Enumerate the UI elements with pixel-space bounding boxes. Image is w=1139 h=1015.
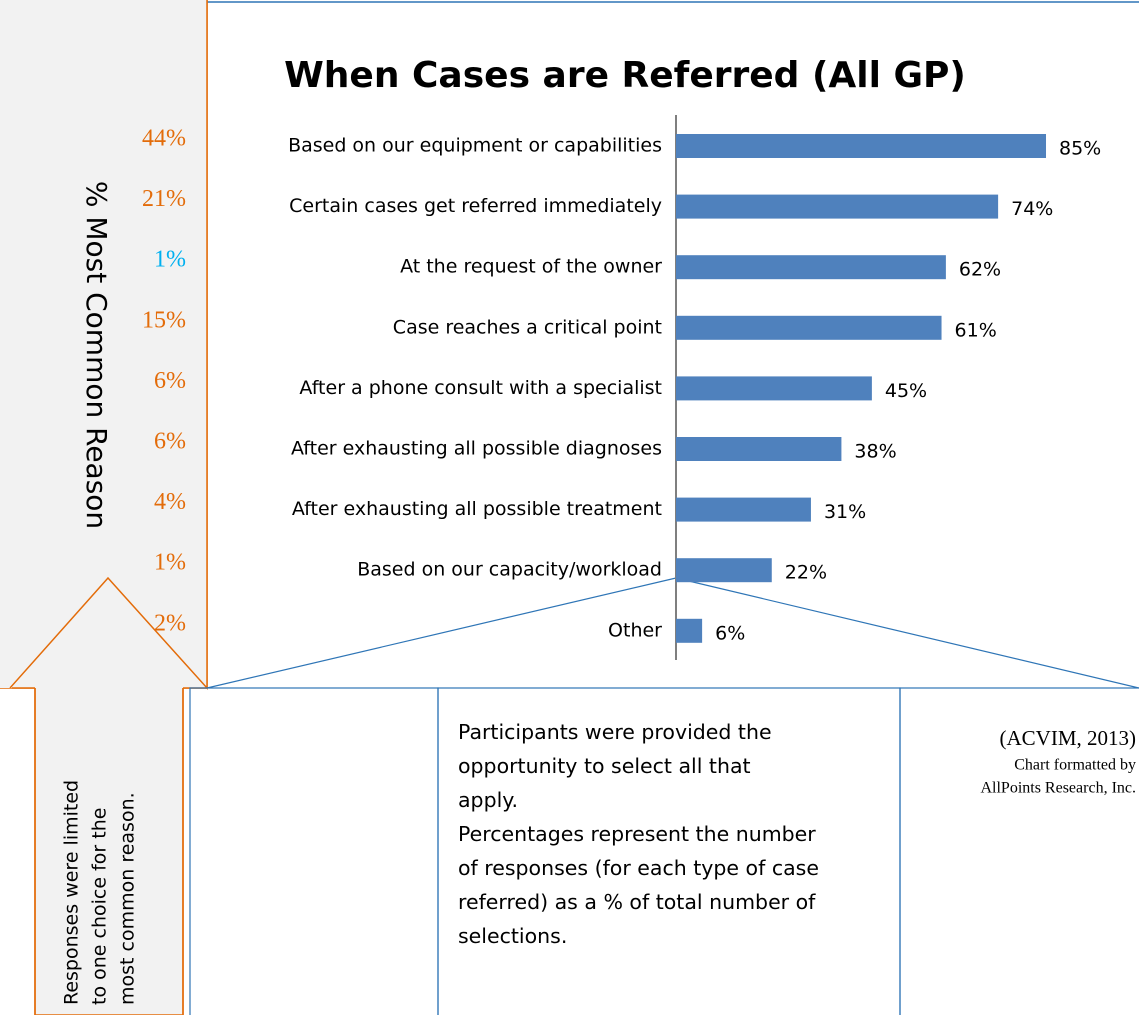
category-label: Certain cases get referred immediately [289,195,662,217]
reason-share: 2% [154,610,186,636]
value-label: 6% [715,622,745,644]
bar [676,194,999,219]
bar [676,255,946,280]
category-label: Based on our equipment or capabilities [288,135,662,157]
source-line: (ACVIM, 2013) [1000,726,1137,750]
note-line: opportunity to select all that [458,754,751,778]
bar [676,437,842,461]
category-label: Other [608,619,662,641]
value-label: 62% [959,259,1001,281]
bar [676,497,811,522]
chart-title: When Cases are Referred (All GP) [284,55,966,96]
note-line: referred) as a % of total number of [458,890,816,914]
callout-box [189,687,439,1015]
category-label: After a phone consult with a specialist [299,377,662,399]
category-label: Based on our capacity/workload [357,559,662,581]
reason-share: 1% [154,247,186,273]
reason-share: 6% [154,368,186,394]
category-label: After exhausting all possible diagnoses [291,438,662,460]
value-label: 74% [1011,198,1053,220]
value-label: 38% [854,441,896,463]
value-label: 85% [1059,138,1101,160]
value-label: 22% [785,562,827,584]
note-line: Participants were provided the [458,720,772,744]
category-label: At the request of the owner [400,256,662,278]
category-label: Case reaches a critical point [393,316,662,338]
arrow-head [12,580,205,687]
callout-lines [206,577,1139,689]
source-line: Chart formatted by [1014,757,1136,774]
arrow-note: most common reason. [117,792,139,1005]
arrow-outline [9,0,208,1015]
bar [676,315,942,340]
reason-share: 1% [154,550,186,576]
source-box [899,687,1139,1015]
value-label: 61% [955,319,997,341]
arrow-note: to one choice for the [89,808,111,1005]
note-line: selections. [458,924,567,948]
reason-share: 44% [142,126,186,152]
note-line: apply. [458,788,518,812]
bar [676,618,703,643]
bar [676,558,772,583]
bar [676,134,1047,158]
reason-share: 4% [154,489,186,515]
note-line: Percentages represent the number [458,822,816,846]
source-line: AllPoints Research, Inc. [980,780,1136,797]
note-line: of responses (for each type of case [458,856,819,880]
side-panel [0,0,207,688]
arrow-note: Responses were limited [61,780,83,1005]
reason-share: 21% [142,186,186,212]
bar [676,376,872,401]
side-axis-title: % Most Common Reason [80,181,113,529]
value-label: 31% [824,501,866,523]
reason-share: 15% [142,307,186,333]
reason-share: 6% [154,429,186,455]
category-label: After exhausting all possible treatment [292,498,662,520]
value-label: 45% [885,380,927,402]
